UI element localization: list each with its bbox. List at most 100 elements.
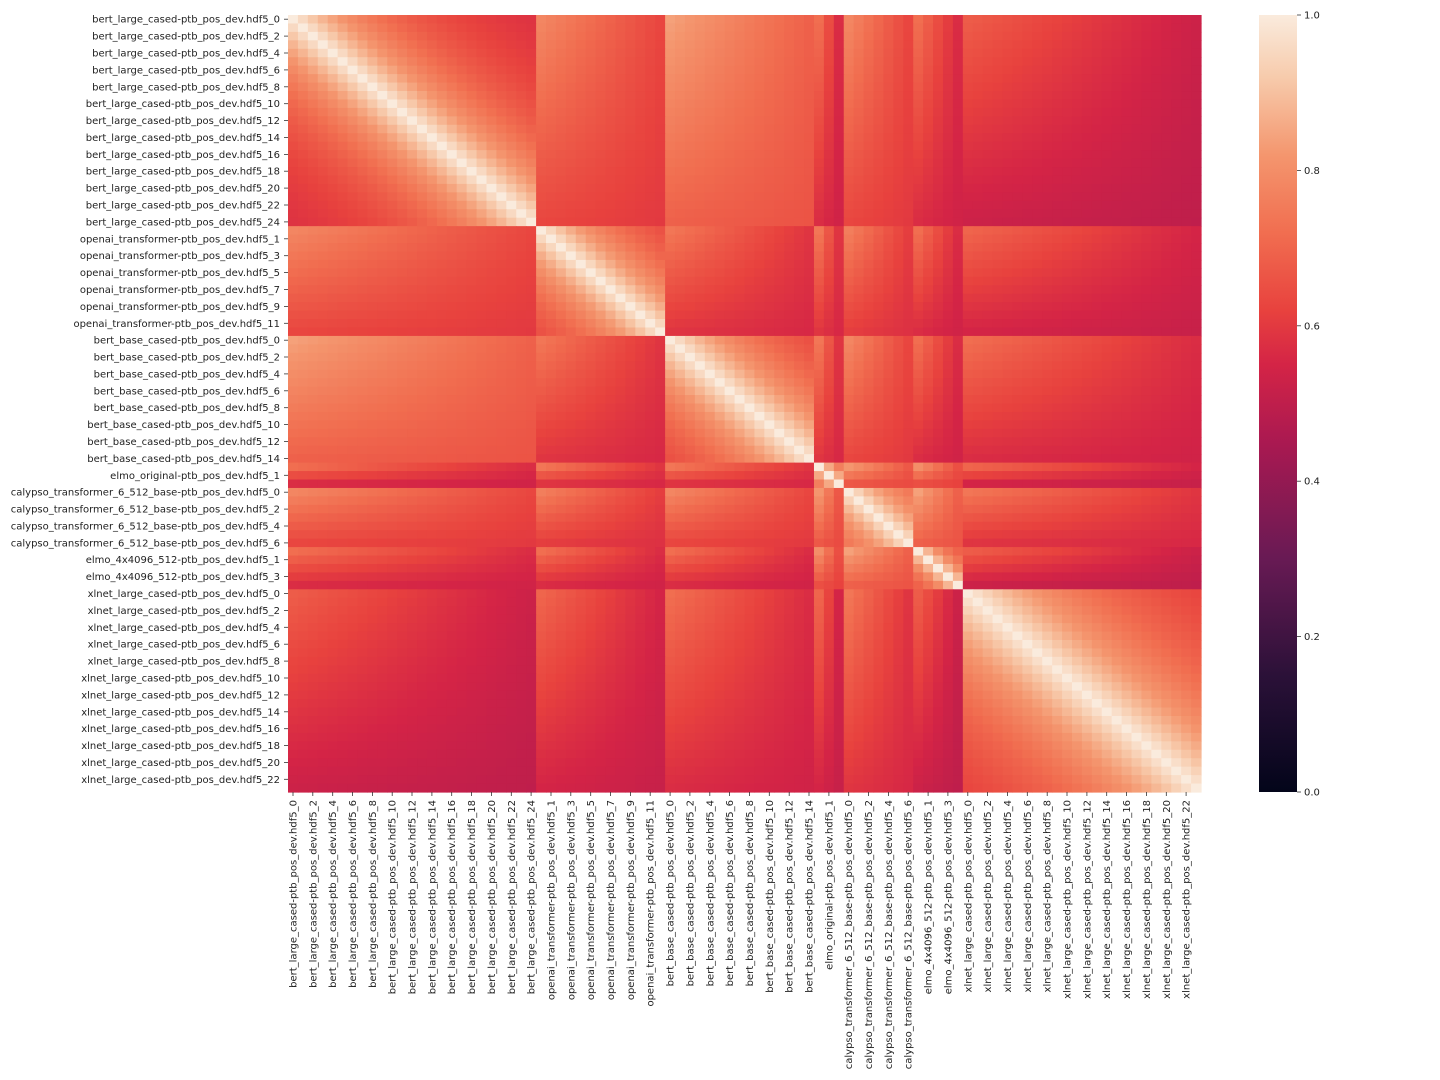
- heatmap-cell: [923, 445, 934, 455]
- heatmap-cell: [526, 57, 537, 67]
- heatmap-cell: [1141, 335, 1152, 345]
- heatmap-cell: [923, 268, 934, 278]
- heatmap-cell: [506, 411, 517, 421]
- heatmap-cell: [1052, 141, 1063, 151]
- heatmap-cell: [843, 141, 855, 151]
- heatmap-cell: [873, 285, 885, 295]
- heatmap-cell: [804, 141, 815, 151]
- heatmap-cell: [942, 192, 954, 202]
- heatmap-cell: [853, 40, 865, 50]
- heatmap-cell: [1091, 293, 1103, 303]
- heatmap-cell: [1071, 386, 1083, 396]
- heatmap-cell: [288, 369, 299, 379]
- heatmap-cell: [466, 175, 478, 185]
- heatmap-cell: [675, 74, 686, 84]
- heatmap-cell: [992, 150, 1004, 160]
- heatmap-cell: [555, 454, 567, 464]
- heatmap-cell: [823, 31, 835, 41]
- heatmap-cell: [605, 91, 617, 101]
- heatmap-cell: [843, 361, 855, 371]
- heatmap-cell: [744, 158, 756, 168]
- heatmap-cell: [933, 40, 944, 50]
- heatmap-cell: [1062, 226, 1073, 236]
- heatmap-cell: [1191, 327, 1202, 337]
- heatmap-cell: [397, 234, 408, 244]
- heatmap-cell: [1081, 395, 1093, 405]
- heatmap-cell: [506, 395, 517, 405]
- heatmap-cell: [1062, 192, 1073, 202]
- heatmap-cell: [327, 369, 339, 379]
- heatmap-cell: [486, 319, 497, 329]
- heatmap-cell: [486, 420, 497, 430]
- heatmap-cell: [1101, 369, 1113, 379]
- heatmap-cell: [714, 285, 726, 295]
- heatmap-cell: [1111, 243, 1123, 253]
- heatmap-cell: [833, 251, 845, 261]
- heatmap-cell: [704, 428, 716, 438]
- heatmap-cell: [675, 395, 686, 405]
- heatmap-cell: [605, 82, 617, 92]
- heatmap-cell: [655, 369, 666, 379]
- heatmap-cell: [585, 226, 597, 236]
- heatmap-cell: [526, 327, 537, 337]
- heatmap-cell: [962, 15, 974, 25]
- heatmap-cell: [1012, 302, 1023, 312]
- heatmap-cell: [446, 116, 458, 126]
- heatmap-cell: [942, 369, 954, 379]
- heatmap-cell: [754, 107, 765, 117]
- heatmap-cell: [843, 57, 855, 67]
- heatmap-cell: [675, 91, 686, 101]
- heatmap-cell: [734, 217, 746, 227]
- heatmap-cell: [1111, 150, 1123, 160]
- heatmap-cell: [1022, 82, 1033, 92]
- heatmap-cell: [496, 403, 507, 413]
- heatmap-cell: [694, 133, 706, 143]
- heatmap-cell: [813, 82, 825, 92]
- heatmap-cell: [575, 141, 587, 151]
- heatmap-cell: [1022, 158, 1033, 168]
- heatmap-cell: [476, 150, 488, 160]
- heatmap-cell: [605, 40, 617, 50]
- heatmap-cell: [337, 209, 349, 219]
- heatmap-cell: [1191, 251, 1202, 261]
- heatmap-cell: [982, 378, 994, 388]
- heatmap-cell: [387, 352, 398, 362]
- heatmap-cell: [724, 352, 736, 362]
- heatmap-cell: [367, 175, 378, 185]
- heatmap-cell: [1101, 192, 1113, 202]
- heatmap-cell: [1091, 361, 1103, 371]
- heatmap-cell: [933, 386, 944, 396]
- heatmap-cell: [913, 234, 924, 244]
- heatmap-cell: [764, 40, 775, 50]
- heatmap-cell: [684, 268, 696, 278]
- heatmap-cell: [446, 82, 458, 92]
- heatmap-cell: [1022, 335, 1033, 345]
- heatmap-cell: [1131, 395, 1143, 405]
- heatmap-cell: [307, 91, 319, 101]
- heatmap-cell: [307, 158, 319, 168]
- heatmap-cell: [873, 259, 885, 269]
- heatmap-cell: [883, 462, 894, 472]
- heatmap-cell: [883, 192, 894, 202]
- heatmap-cell: [873, 454, 885, 464]
- heatmap-cell: [367, 243, 378, 253]
- heatmap-cell: [1141, 82, 1152, 92]
- heatmap-cell: [327, 268, 339, 278]
- heatmap-cell: [784, 268, 795, 278]
- heatmap-cell: [327, 386, 339, 396]
- heatmap-cell: [446, 141, 458, 151]
- heatmap-cell: [1081, 462, 1093, 472]
- heatmap-cell: [288, 335, 299, 345]
- heatmap-cell: [605, 99, 617, 109]
- heatmap-cell: [417, 133, 428, 143]
- heatmap-cell: [724, 234, 736, 244]
- heatmap-cell: [377, 133, 388, 143]
- heatmap-cell: [863, 437, 875, 447]
- heatmap-cell: [1002, 31, 1014, 41]
- heatmap-cell: [476, 158, 488, 168]
- heatmap-cell: [952, 310, 964, 320]
- heatmap-cell: [635, 428, 646, 438]
- heatmap-cell: [337, 428, 349, 438]
- heatmap-cell: [1151, 158, 1162, 168]
- heatmap-cell: [1052, 335, 1063, 345]
